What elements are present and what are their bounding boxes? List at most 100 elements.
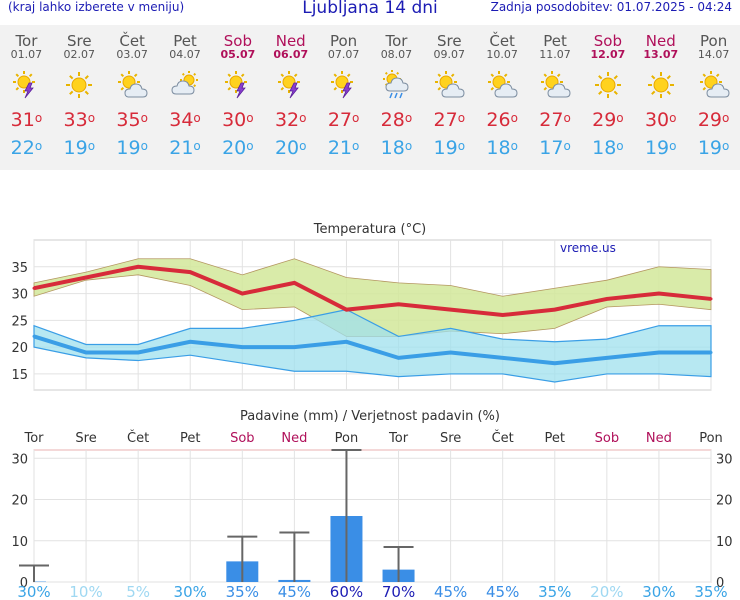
cloudy-sun-icon <box>171 71 198 95</box>
precipitation-xtick-label: Pet <box>545 431 565 446</box>
forecast-day: Sre 09.07 27o 19o <box>423 25 476 170</box>
max-temp-point <box>397 302 401 306</box>
precipitation-xtick-label: Sob <box>595 431 619 446</box>
min-temp: 17o <box>539 137 571 159</box>
min-temp-point <box>657 351 661 354</box>
temperature-ytick-label: 20 <box>11 341 28 356</box>
min-temp: 19o <box>63 137 96 159</box>
precipitation-ytick-label-left: 0 <box>20 576 28 591</box>
last-update-label: Zadnja posodobitev: 01.07.2025 - 04:24 <box>490 0 732 14</box>
max-temp: 29o <box>697 109 730 131</box>
precipitation-xtick-label: Pet <box>180 431 200 446</box>
max-temp-point <box>501 313 505 317</box>
max-temp-point <box>657 292 661 296</box>
min-temp-point <box>136 351 140 354</box>
forecast-day: Pet 04.07 34o 21o <box>159 25 212 170</box>
precipitation-probability-label: 35% <box>226 583 259 600</box>
max-temp: 28o <box>380 109 413 131</box>
max-temp-point <box>449 308 453 312</box>
day-name: Sob <box>593 32 622 50</box>
sun-cloud-icon <box>488 71 518 98</box>
min-temp-point <box>709 351 713 354</box>
max-temp-point <box>709 297 713 301</box>
min-temp-point <box>605 356 609 360</box>
precipitation-ytick-label-right: 10 <box>716 535 733 550</box>
forecast-day: Čet 03.07 35o 19o <box>106 25 159 170</box>
max-temp: 35o <box>116 109 148 131</box>
day-date: 13.07 <box>643 48 679 61</box>
day-date: 05.07 <box>220 48 256 61</box>
precipitation-ytick-label-right: 30 <box>716 452 733 467</box>
sun-icon <box>647 72 674 98</box>
forecast-day: Ned 06.07 32o 20o <box>264 25 317 170</box>
forecast-day: Tor 08.07 28o 18o <box>370 25 423 170</box>
precipitation-xtick-label: Sre <box>75 431 96 446</box>
sun-cloud-icon <box>541 71 571 98</box>
precipitation-ytick-label-left: 10 <box>11 535 28 550</box>
max-temp-point <box>32 286 36 290</box>
min-temp: 19o <box>697 137 730 159</box>
min-temp-line <box>33 334 711 366</box>
precipitation-xtick-label: Tor <box>23 431 44 446</box>
precipitation-probability-label: 45% <box>486 583 519 600</box>
min-temp-point <box>501 356 505 360</box>
precipitation-probability-label: 10% <box>69 583 102 600</box>
max-temp: 26o <box>486 109 518 131</box>
min-temp: 20o <box>274 137 307 159</box>
forecast-day: Ned 13.07 30o 19o <box>634 25 687 170</box>
day-date: 10.07 <box>486 48 518 61</box>
day-date: 04.07 <box>169 48 201 61</box>
sun-icon <box>66 72 93 98</box>
precipitation-xtick-label: Tor <box>388 431 409 446</box>
min-temp: 18o <box>592 137 624 159</box>
min-temp-point <box>84 351 88 354</box>
min-temp: 18o <box>380 137 413 159</box>
day-name: Sre <box>437 32 462 50</box>
forecast-day: Sre 02.07 33o 19o <box>53 25 106 170</box>
sun-thunderstorm-icon <box>13 71 36 99</box>
day-name: Pet <box>173 32 197 50</box>
sun-thunderstorm-icon <box>224 71 247 99</box>
temperature-ytick-label: 15 <box>11 368 28 383</box>
precipitation-probability-label: 45% <box>434 583 467 600</box>
sun-cloud-icon <box>435 71 465 98</box>
location-menu-note[interactable]: (kraj lahko izberete v meniju) <box>8 0 185 14</box>
daily-forecast-strip: Tor 01.07 31o 22o Sre 02.07 33o 19o Čet 03.07 35o 1… <box>0 25 740 170</box>
min-temp: 20o <box>222 137 254 159</box>
sun-cloud-icon <box>118 71 148 98</box>
precipitation-xtick-label: Ned <box>281 431 307 446</box>
precipitation-xtick-label: Čet <box>127 430 149 446</box>
max-temp: 29o <box>592 109 624 131</box>
min-temp-point <box>553 361 557 365</box>
max-temp-point <box>605 297 609 301</box>
max-temp-point <box>344 308 348 312</box>
day-date: 01.07 <box>10 48 43 61</box>
cloud-rain-thunder-icon <box>383 70 409 99</box>
day-date: 12.07 <box>590 48 626 61</box>
precipitation-xtick-label: Pon <box>335 431 359 446</box>
precipitation-xtick-label: Sob <box>230 431 254 446</box>
precipitation-plot-frame <box>33 449 712 583</box>
day-date: 08.07 <box>380 48 413 61</box>
forecast-day: Sob 05.07 30o 20o <box>211 25 264 170</box>
min-temp: 19o <box>644 137 677 159</box>
max-temp: 30o <box>644 109 677 131</box>
day-name: Čet <box>119 32 145 50</box>
max-temp: 33o <box>63 109 96 131</box>
precipitation-probability-label: 35% <box>538 583 571 600</box>
min-temp: 19o <box>433 137 466 159</box>
day-name: Pet <box>543 32 567 50</box>
sun-thunderstorm-icon <box>330 71 353 99</box>
min-temp-point <box>240 345 244 349</box>
max-temp: 27o <box>539 109 571 131</box>
precipitation-ytick-label-left: 30 <box>11 452 28 467</box>
day-name: Sob <box>223 32 252 50</box>
min-temp: 21o <box>327 137 360 159</box>
max-temp: 27o <box>433 109 466 131</box>
day-name: Sre <box>66 32 92 50</box>
forecast-day: Pet 11.07 27o 17o <box>529 25 582 170</box>
precipitation-probability-label: 60% <box>330 583 363 600</box>
page-title: Ljubljana 14 dni <box>302 0 438 18</box>
max-temp: 31o <box>10 109 43 131</box>
day-date: 06.07 <box>273 48 309 61</box>
